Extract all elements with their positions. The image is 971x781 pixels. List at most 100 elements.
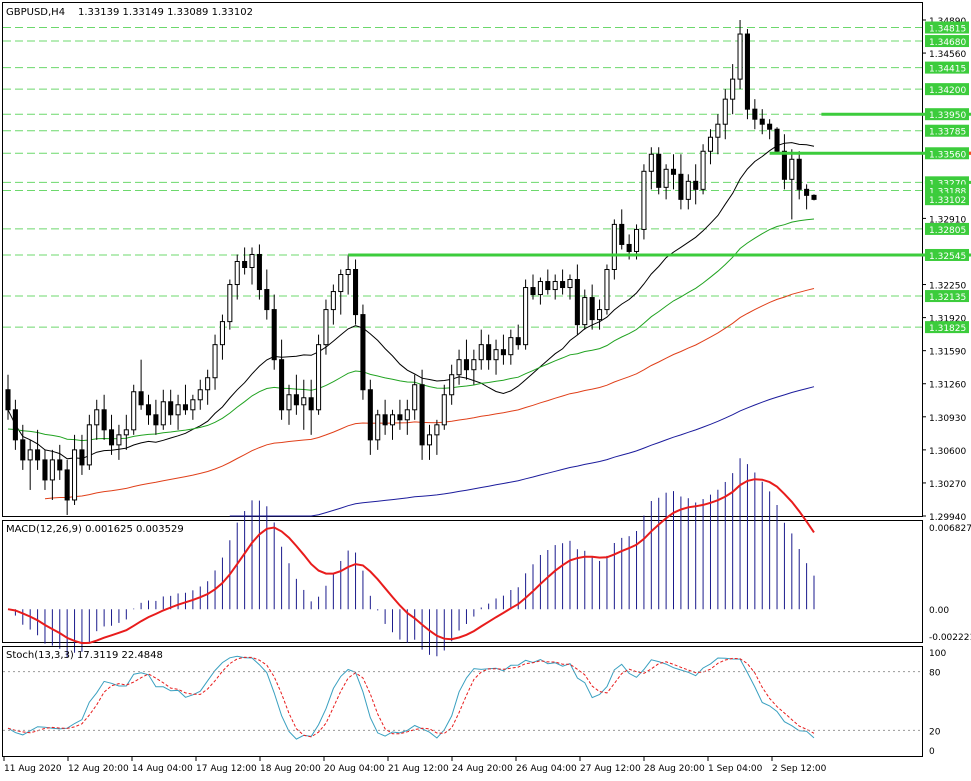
candle-body: [648, 153, 654, 172]
macd-tick-label: 0.00: [929, 606, 949, 616]
level-price-tag: [925, 21, 969, 34]
moving-averages-layer: [7, 142, 815, 517]
candle-body: [160, 401, 166, 426]
candle-body: [789, 158, 795, 180]
level-price-tag-text: 1.33102: [929, 196, 966, 206]
level-price-tag-text: 1.34200: [929, 86, 966, 96]
candle-body: [153, 414, 159, 426]
candle-body: [145, 404, 152, 416]
candle-body: [301, 397, 307, 406]
level-price-tag-text: 1.33785: [929, 128, 966, 138]
time-axis: 11 Aug 2020 12 Aug 20:00 14 Aug 04:00 17 Au…: [3, 757, 827, 774]
candle-body: [27, 449, 33, 461]
candle-body: [774, 128, 780, 152]
candle-body: [796, 158, 802, 190]
candle-body: [345, 269, 351, 276]
candle-body: [353, 269, 359, 316]
level-price-tag-text: 1.32805: [929, 226, 966, 236]
candle-body: [730, 78, 736, 100]
price-tick-label: 1.29940: [929, 513, 966, 523]
candle-body: [463, 359, 469, 371]
candle-body: [619, 223, 625, 245]
price-tick-label: 1.30270: [929, 480, 966, 490]
candle-body: [471, 359, 477, 371]
candle-body: [515, 337, 521, 346]
time-tick-label: 26 Aug 04:00: [516, 764, 577, 774]
price-tick-label: 1.34560: [929, 50, 966, 60]
candle-body: [811, 194, 817, 200]
candle-body: [389, 414, 396, 426]
candle-body: [670, 168, 677, 175]
candle-body: [434, 424, 440, 436]
candle-body: [35, 449, 41, 461]
level-price-tag: [925, 83, 969, 96]
candle-body: [330, 291, 336, 311]
macd-signal-line: [7, 478, 815, 645]
candle-body: [197, 389, 203, 401]
candle-body: [767, 123, 773, 130]
macd-tick-label: -0.002221: [929, 633, 971, 643]
candle-body: [426, 434, 433, 446]
candle-body: [338, 274, 344, 293]
price-pane[interactable]: [2, 2, 923, 517]
candle-body: [781, 150, 787, 180]
level-price-tag-text: 1.34680: [929, 38, 966, 48]
level-price-tag-text: 1.32135: [929, 293, 966, 303]
level-price-tag: [925, 222, 969, 235]
candle-body: [367, 389, 373, 441]
price-tick-label: 1.30600: [929, 447, 966, 457]
candle-body: [190, 399, 196, 411]
candle-body: [641, 170, 647, 230]
stoch-tick-label: 20: [929, 727, 941, 737]
candle-body: [493, 349, 499, 361]
moving-average-line: [7, 218, 815, 442]
time-tick-label: 1 Sep 04:00: [708, 764, 763, 774]
candle-body: [804, 188, 810, 196]
candle-body: [560, 281, 566, 289]
candle-body: [49, 459, 55, 481]
candle-body: [700, 150, 706, 190]
level-price-tag-text: 1.32545: [929, 252, 966, 262]
stoch-tick-label: 0: [929, 747, 935, 757]
candle-body: [286, 394, 292, 411]
candle-body: [382, 414, 388, 426]
candle-body: [412, 384, 418, 411]
macd-tick-label: 0.006827: [929, 524, 971, 534]
time-tick-label: 27 Aug 12:00: [580, 764, 641, 774]
candle-body: [264, 289, 270, 311]
level-price-tag: [925, 321, 969, 334]
macd-pane[interactable]: [2, 520, 923, 643]
time-tick-label: 14 Aug 04:00: [132, 764, 193, 774]
stoch-main-line: [7, 655, 815, 740]
candle-body: [441, 394, 447, 426]
candle-body: [656, 153, 662, 188]
candle-body: [678, 173, 684, 200]
price-tick-label: 1.30930: [929, 414, 966, 424]
stoch-pane[interactable]: [2, 646, 923, 757]
candle-body: [486, 344, 492, 361]
candle-body: [5, 389, 11, 411]
level-price-tag: [925, 124, 969, 137]
ohlc-readout: 1.33139 1.33149 1.33089 1.33102: [78, 7, 253, 18]
candle-body: [101, 409, 107, 431]
level-price-tag-text: 1.31825: [929, 324, 966, 334]
time-tick-label: 2 Sep 12:00: [772, 764, 827, 774]
candle-body: [597, 309, 603, 321]
candle-body: [663, 168, 669, 188]
macd-histogram-layer: [7, 458, 815, 658]
candle-body: [693, 180, 699, 190]
price-axis[interactable]: 1.348901.345601.329101.322501.319201.315…: [922, 17, 969, 523]
candle-body: [456, 359, 462, 376]
time-tick-label: 12 Aug 20:00: [68, 764, 129, 774]
candle-body: [360, 314, 366, 391]
candle-body: [242, 260, 248, 268]
price-tick-label: 1.32910: [929, 215, 966, 225]
symbol-label: GBPUSD,H4: [6, 7, 65, 18]
candle-body: [64, 469, 70, 501]
candle-body: [323, 309, 329, 346]
candle-body: [79, 449, 85, 466]
candle-body: [168, 401, 174, 416]
stoch-tick-label: 80: [929, 669, 941, 679]
